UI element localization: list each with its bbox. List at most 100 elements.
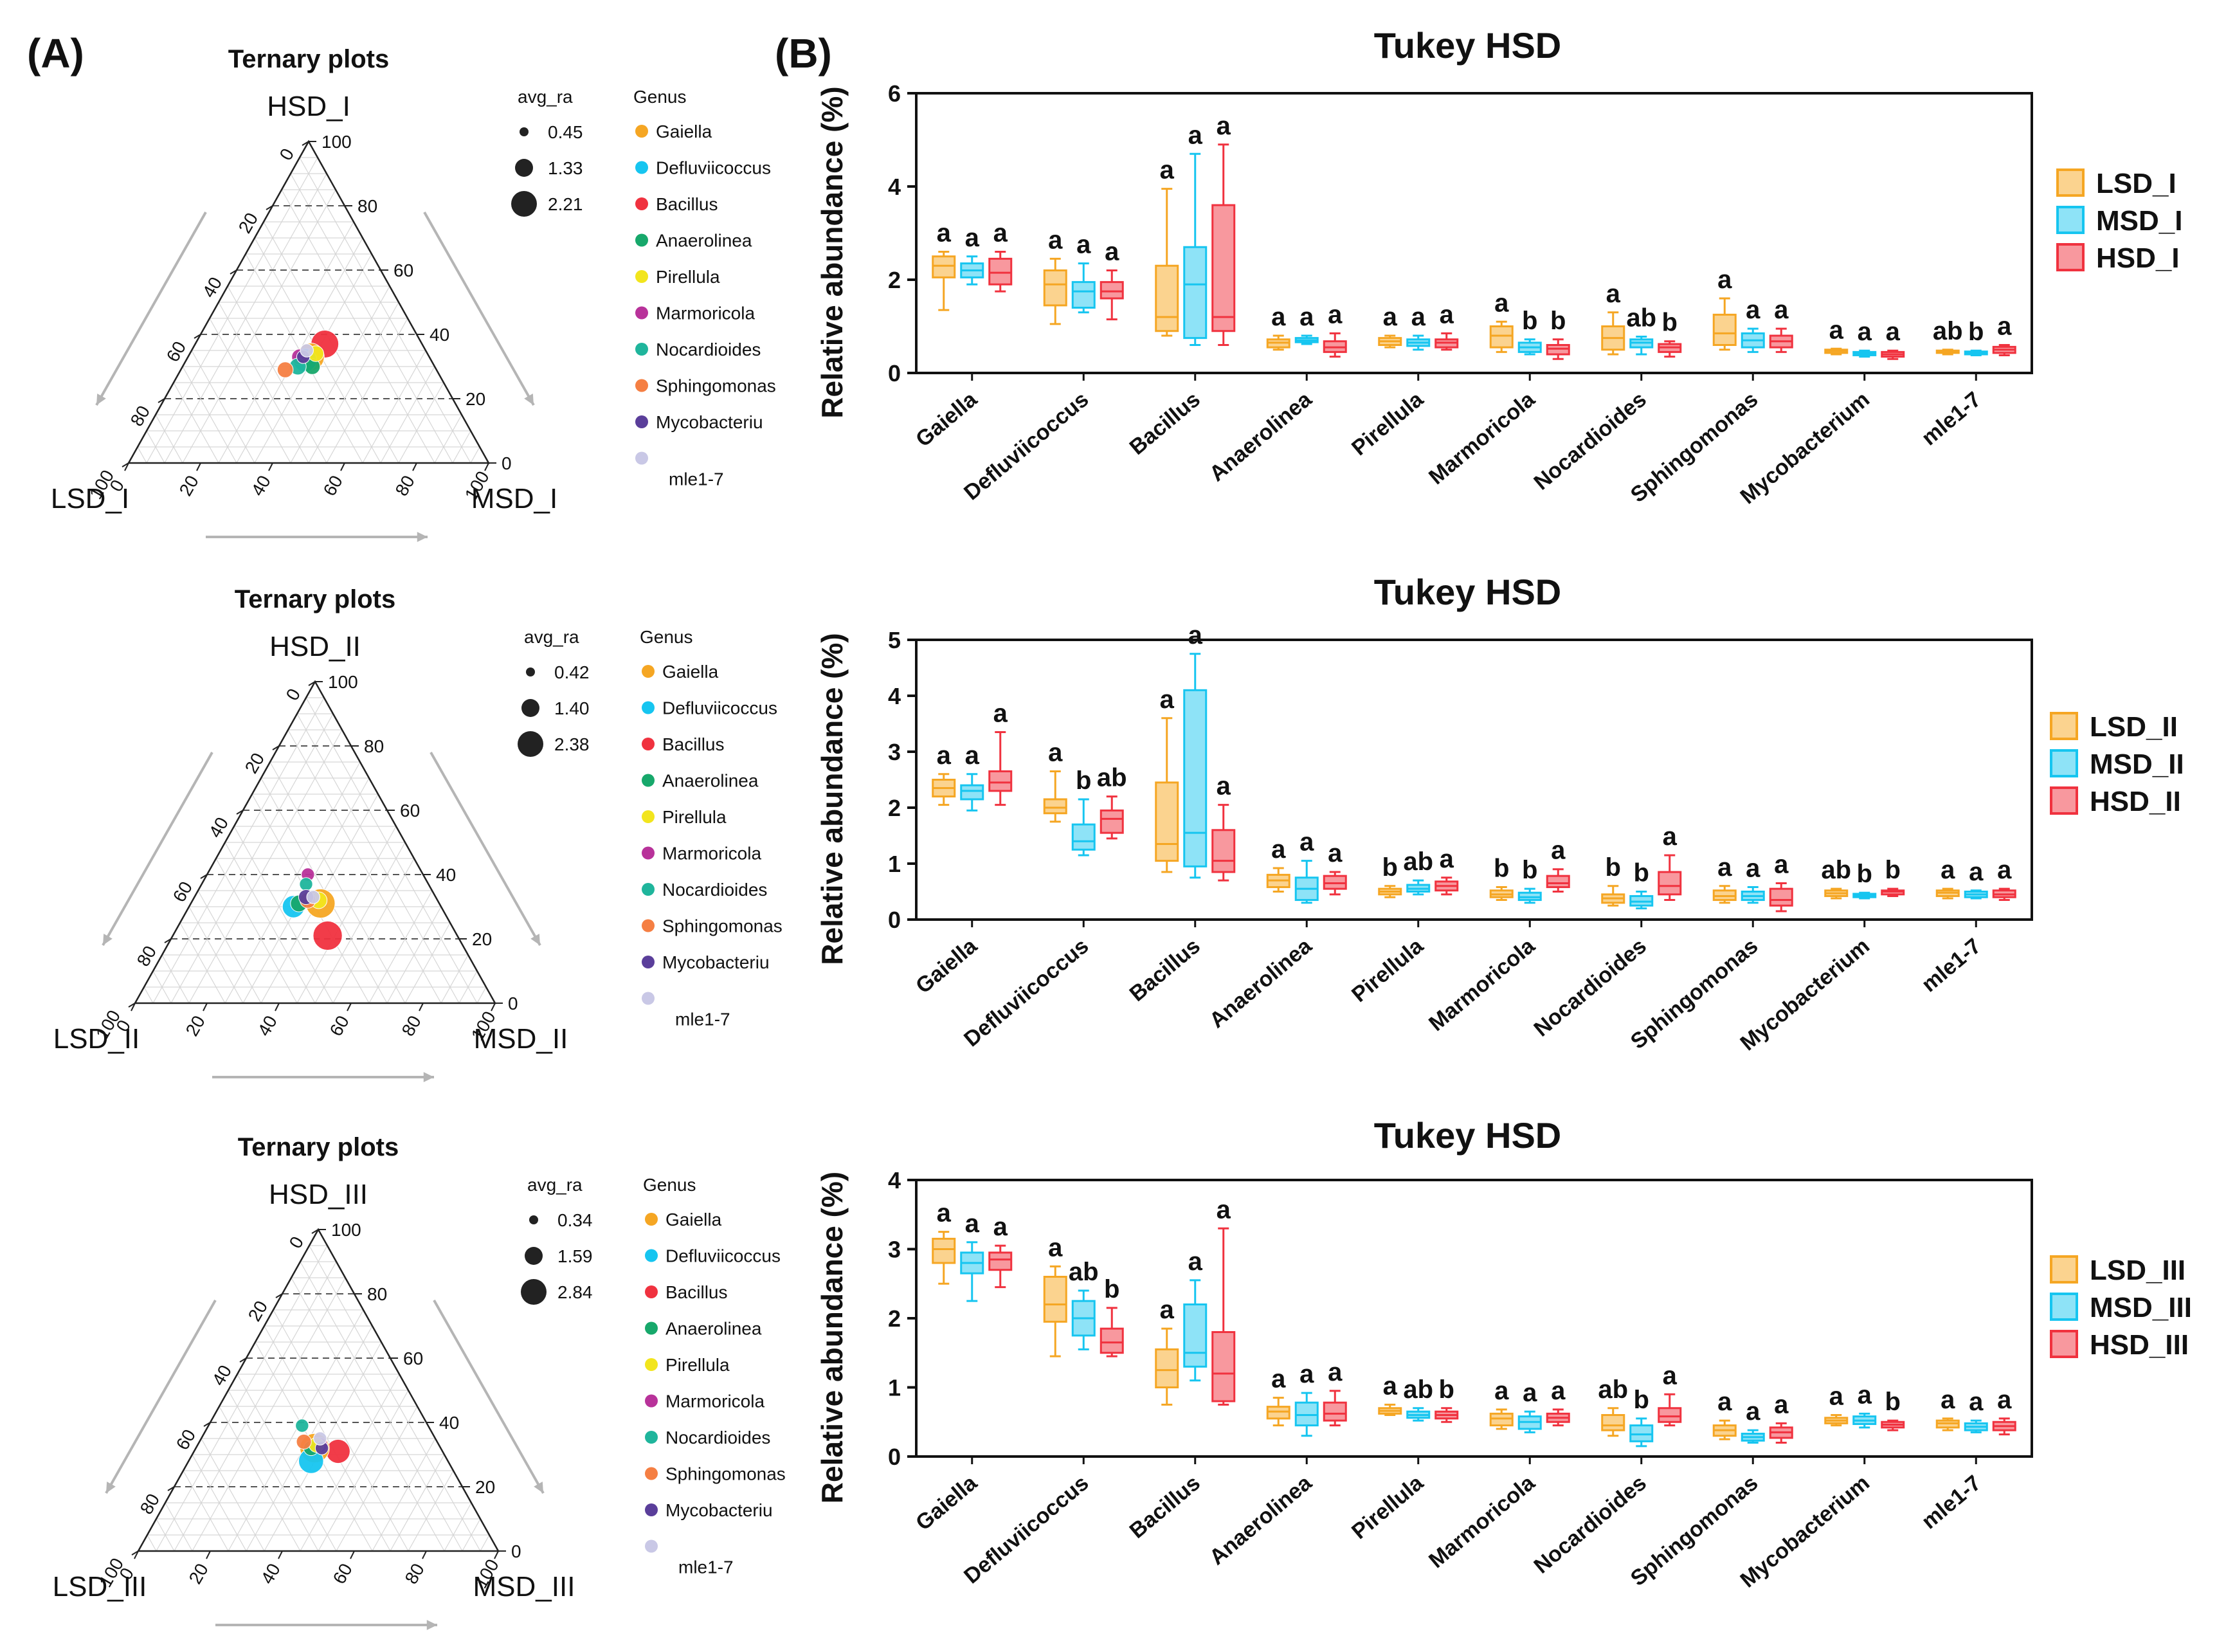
box-lsd_ii-anaerolinea: a [1266,835,1290,893]
legend-label: MSD_III [2090,1292,2192,1323]
ternary-points [282,867,343,951]
grid-line [386,906,442,1004]
grid-line [462,1518,481,1552]
significance-letter: ab [1933,317,1963,345]
box-lsd_iii-marmoricola: a [1489,1377,1514,1430]
boxplot-2: Tukey HSD Relative abundance (%) 0 1 2 3 4 5 Gai… [815,572,2184,1055]
size-legend-value: 0.34 [557,1210,593,1230]
size-legend-title: avg_ra [527,1175,583,1195]
box-lsd_i-marmoricola: a [1489,289,1514,353]
box-lsd_ii-defluviicoccus: a [1043,738,1067,823]
tick-mark [272,745,280,750]
box-msd_ii-pirellula: ab [1403,848,1433,896]
box-body [988,257,1013,286]
direction-arrow [95,212,207,406]
x-tick-label: Anaerolinea [1205,1470,1317,1570]
genus-legend-dot [645,1394,658,1408]
grid-line [183,1470,229,1552]
significance-letter: a [1160,685,1175,714]
box-msd_i-nocardioides: ab [1626,304,1656,356]
right-axis-tick: 60 [403,1348,423,1368]
box-body [932,255,956,278]
grid-line [156,1245,328,1552]
direction-arrow [433,1300,545,1494]
bottom-axis-tick: 20 [182,1012,209,1039]
legend-label: HSD_II [2090,786,2181,817]
genus-legend-dot [642,810,655,823]
right-axis-tick: 40 [439,1413,459,1433]
tick-mark [131,1550,139,1556]
box-hsd_ii-mle1-7: a [1992,856,2016,902]
grid-line [188,906,244,1004]
tick-mark [236,810,244,815]
box-msd_ii-anaerolinea: a [1294,828,1319,904]
y-tick-label: 0 [888,907,901,933]
box-hsd_iii-pirellula: b [1434,1375,1459,1423]
box-lsd_iii-anaerolinea: a [1266,1365,1290,1427]
box-lsd_i-nocardioides: a [1601,280,1625,356]
box-lsd_ii-pirellula: b [1378,853,1402,898]
box-lsd_ii-mycobacterium: ab [1821,856,1851,900]
box-hsd_iii-mycobacterium: b [1881,1388,1905,1431]
box-hsd_ii-gaiella: a [988,700,1013,806]
bottom-axis-tick: 40 [257,1560,284,1587]
grid-line [224,842,316,1004]
tick-mark [203,1422,211,1427]
bottom-axis-tick: 20 [176,472,203,499]
significance-letter: a [1663,1361,1678,1390]
genus-legend-dot [642,665,655,678]
genus-legend-item: Anaerolinea [665,1319,762,1339]
y-tick-label: 1 [888,1375,901,1401]
grid-line [452,430,471,464]
genus-legend-dot [635,197,648,210]
box-hsd_iii-nocardioides: a [1658,1361,1682,1427]
significance-letter: a [1160,1296,1175,1324]
legend-label: MSD_I [2096,205,2182,237]
grid-line [147,1534,157,1552]
genus-legend-dot [645,1503,658,1516]
box-lsd_ii-gaiella: a [932,741,956,806]
significance-letter: b [1885,1388,1901,1416]
right-axis-tick: 20 [466,389,485,409]
grid-line [299,157,471,464]
x-tick-label: Nocardioides [1529,387,1651,495]
tick-mark [194,334,201,339]
box-hsd_i-gaiella: a [988,219,1013,293]
grid-line [197,890,262,1004]
box-msd_ii-mycobacterium: b [1852,860,1877,900]
significance-letter: a [1271,835,1286,864]
grid-line [290,286,390,464]
box-lsd_i-sphingomonas: a [1712,266,1737,351]
grid-line [237,1374,337,1552]
right-axis-tick: 0 [511,1541,521,1561]
box-msd_i-mle1-7: b [1964,318,1988,356]
significance-letter: a [1217,112,1231,140]
tick-mark [275,1293,283,1298]
box-msd_i-mycobacterium: a [1852,318,1877,358]
significance-letter: a [1271,1365,1286,1393]
grid-line [165,1502,193,1552]
box-lsd_iii-mycobacterium: a [1824,1383,1849,1427]
box-hsd_i-mle1-7: a [1992,313,2016,356]
tick-mark [419,1003,424,1012]
significance-letter: a [965,741,980,770]
genus-legend-dot [642,992,655,1005]
significance-letter: a [1551,1377,1566,1405]
direction-arrows [105,1300,545,1630]
tick-mark [412,462,417,471]
tick-mark [422,1550,427,1559]
legend-label: LSD_III [2090,1255,2185,1286]
significance-letter: b [1382,853,1398,882]
significance-letter: a [1717,853,1732,882]
x-tick-label: Anaerolinea [1205,386,1317,486]
significance-letter: b [1857,860,1872,888]
significance-letter: a [1746,296,1760,324]
box-hsd_ii-sphingomonas: a [1769,850,1793,912]
significance-letter: a [1494,1377,1509,1405]
bottom-axis-tick: 60 [320,472,347,499]
grid-line [470,446,480,464]
box-msd_iii-marmoricola: a [1517,1379,1542,1433]
grid-line [380,366,435,464]
